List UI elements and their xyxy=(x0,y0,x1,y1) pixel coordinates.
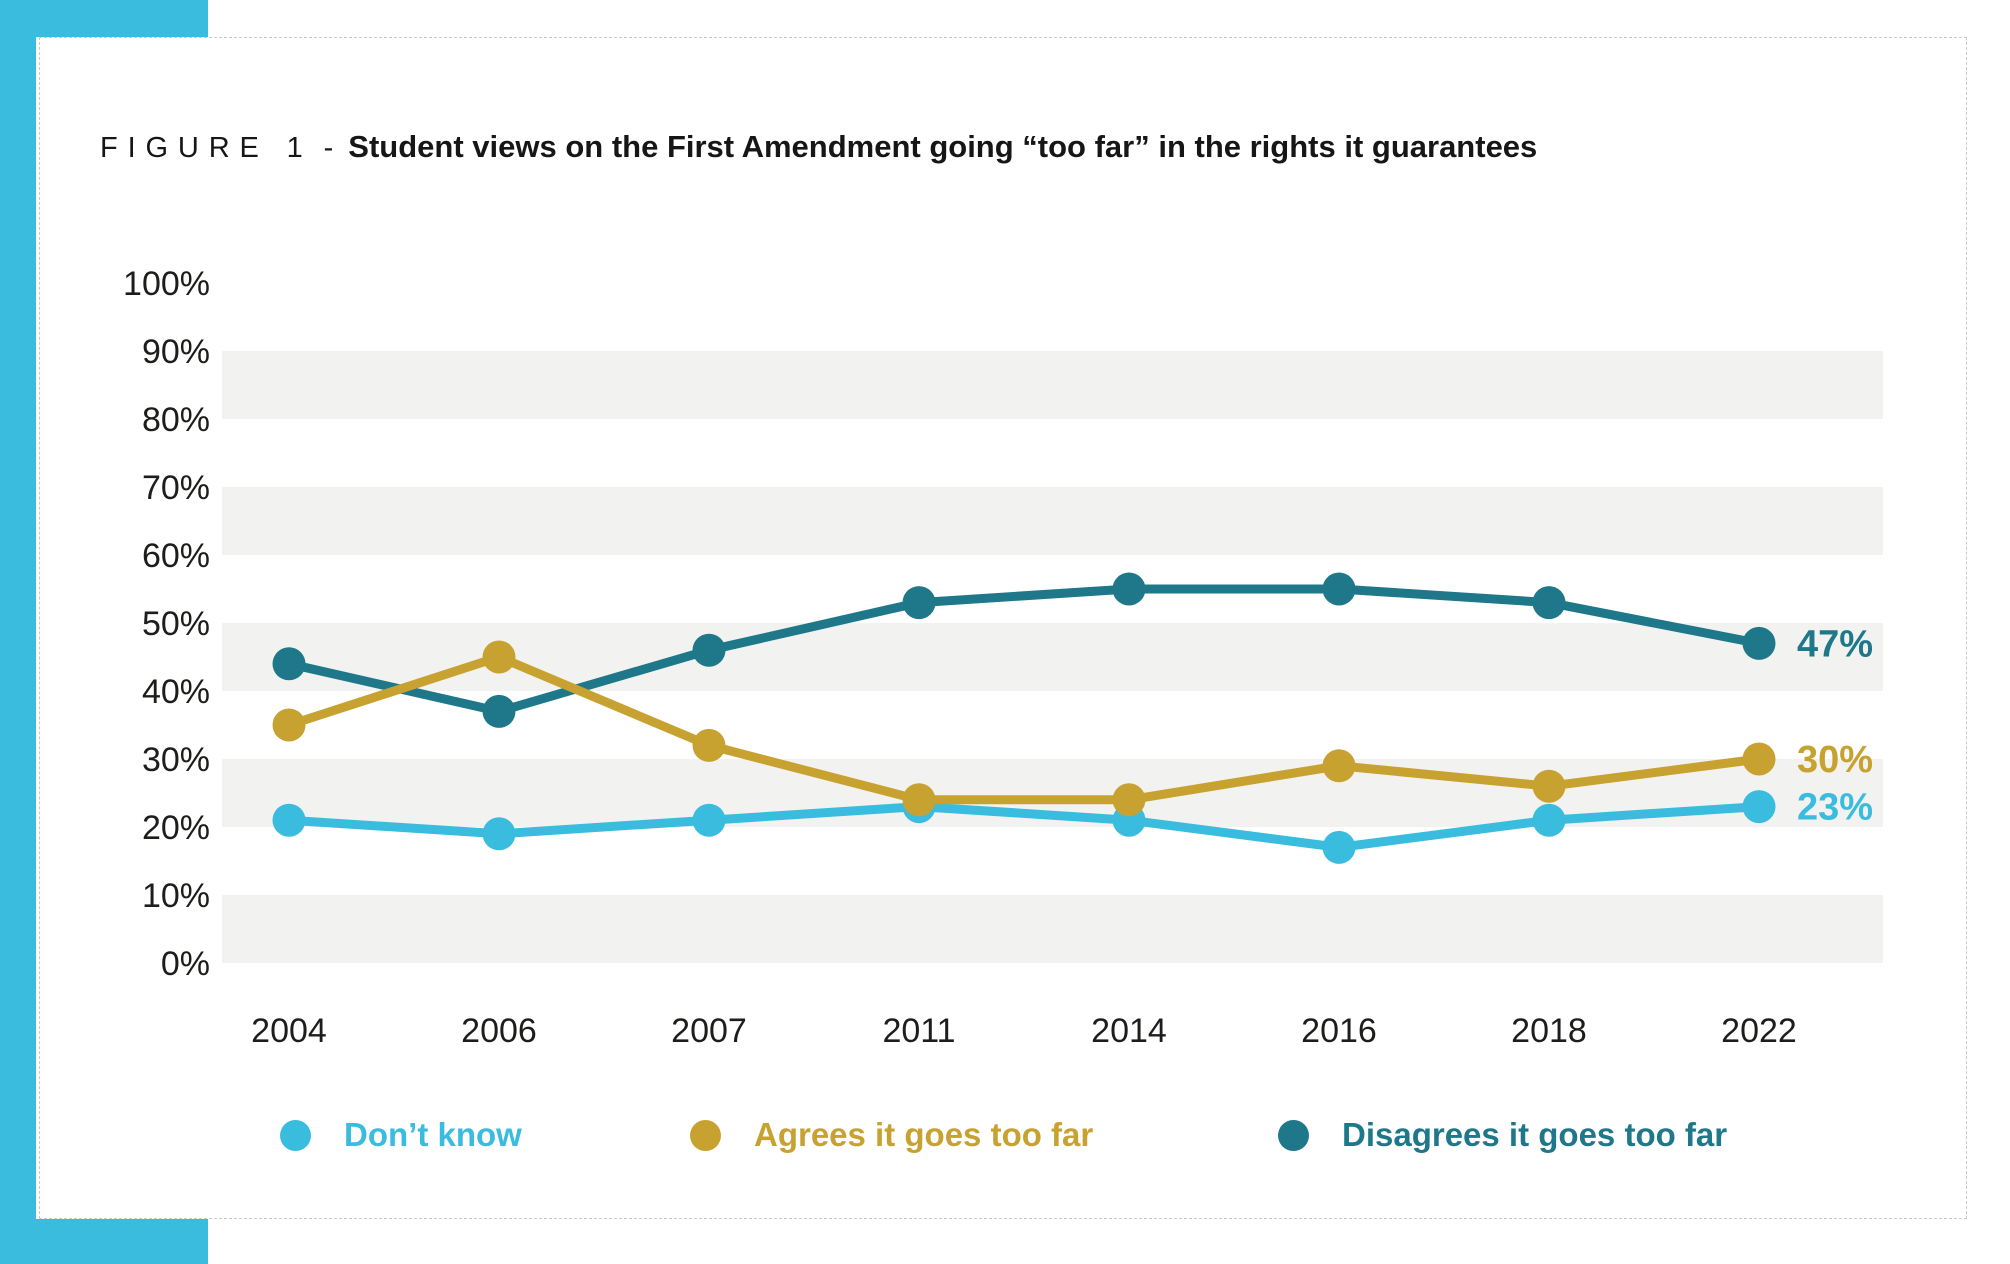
accent-bottom-block xyxy=(0,1219,208,1264)
point-agrees-it-goes-too-far-2018 xyxy=(1532,769,1566,803)
point-agrees-it-goes-too-far-2011 xyxy=(902,783,936,817)
point-disagrees-it-goes-too-far-2016 xyxy=(1322,572,1356,606)
point-don-t-know-2018 xyxy=(1532,803,1566,837)
end-label-agrees-it-goes-too-far: 30% xyxy=(1797,739,1873,781)
point-don-t-know-2022 xyxy=(1742,790,1776,824)
x-axis-label-2022: 2022 xyxy=(1721,1012,1797,1050)
legend-dot-disagrees xyxy=(1278,1119,1309,1151)
figure-label: FIGURE 1 xyxy=(100,132,313,164)
point-don-t-know-2004 xyxy=(272,803,306,837)
y-axis-tick-label-0: 0% xyxy=(161,945,210,983)
figure-heading: Student views on the First Amendment goi… xyxy=(348,129,1538,164)
point-disagrees-it-goes-too-far-2018 xyxy=(1532,586,1566,620)
x-axis-label-2011: 2011 xyxy=(882,1012,955,1050)
point-don-t-know-2016 xyxy=(1322,830,1356,864)
legend-label-dont-know: Don’t know xyxy=(344,1116,522,1153)
grid-band-60-70 xyxy=(222,487,1883,555)
point-don-t-know-2007 xyxy=(692,803,726,837)
point-disagrees-it-goes-too-far-2022 xyxy=(1742,626,1776,660)
y-axis-tick-label-40: 40% xyxy=(142,673,210,711)
figure-title: FIGURE 1 - Student views on the First Am… xyxy=(100,129,1537,165)
point-disagrees-it-goes-too-far-2011 xyxy=(902,586,936,620)
point-disagrees-it-goes-too-far-2004 xyxy=(272,647,306,681)
x-axis-label-2014: 2014 xyxy=(1091,1012,1167,1050)
y-axis-tick-label-70: 70% xyxy=(142,469,210,507)
point-agrees-it-goes-too-far-2007 xyxy=(692,728,726,762)
point-disagrees-it-goes-too-far-2014 xyxy=(1112,572,1146,606)
legend-item-agrees: Agrees it goes too far xyxy=(690,1116,1093,1154)
legend-dot-dont-know xyxy=(280,1119,311,1151)
series-line-agrees-it-goes-too-far xyxy=(287,652,1760,805)
accent-left-bar xyxy=(0,0,36,1264)
x-axis-label-2007: 2007 xyxy=(671,1012,747,1050)
accent-top-block xyxy=(0,0,208,37)
y-axis-tick-label-30: 30% xyxy=(142,741,210,779)
series-line-don-t-know xyxy=(288,802,1760,852)
point-disagrees-it-goes-too-far-2007 xyxy=(692,633,726,667)
y-axis-tick-label-50: 50% xyxy=(142,605,210,643)
point-agrees-it-goes-too-far-2016 xyxy=(1322,749,1356,783)
legend-dot-agrees xyxy=(690,1119,721,1151)
end-label-disagrees-it-goes-too-far: 47% xyxy=(1797,623,1873,665)
grid-band-0-10 xyxy=(222,895,1883,963)
point-agrees-it-goes-too-far-2004 xyxy=(272,708,306,742)
point-don-t-know-2006 xyxy=(482,817,516,851)
series-line-disagrees-it-goes-too-far xyxy=(288,584,1760,716)
y-axis-tick-label-60: 60% xyxy=(142,537,210,575)
y-axis-tick-label-100: 100% xyxy=(123,265,210,303)
legend-label-agrees: Agrees it goes too far xyxy=(754,1116,1094,1153)
x-axis-label-2016: 2016 xyxy=(1301,1012,1377,1050)
end-label-don-t-know: 23% xyxy=(1797,787,1873,829)
legend-item-dont-know: Don’t know xyxy=(280,1116,522,1154)
y-axis-tick-label-10: 10% xyxy=(142,877,210,915)
grid-band-80-90 xyxy=(222,351,1883,419)
legend-label-disagrees: Disagrees it goes too far xyxy=(1342,1116,1728,1153)
point-agrees-it-goes-too-far-2022 xyxy=(1742,742,1776,776)
x-axis-label-2004: 2004 xyxy=(251,1012,327,1050)
x-axis-label-2006: 2006 xyxy=(461,1012,537,1050)
point-agrees-it-goes-too-far-2006 xyxy=(482,640,516,674)
point-agrees-it-goes-too-far-2014 xyxy=(1112,783,1146,817)
legend-item-disagrees: Disagrees it goes too far xyxy=(1278,1116,1727,1154)
x-axis-label-2018: 2018 xyxy=(1511,1012,1587,1050)
grid-band-40-50 xyxy=(222,623,1883,691)
y-axis-tick-label-80: 80% xyxy=(142,401,210,439)
y-axis-tick-label-20: 20% xyxy=(142,809,210,847)
point-disagrees-it-goes-too-far-2006 xyxy=(482,694,516,728)
y-axis-tick-label-90: 90% xyxy=(142,333,210,371)
figure-separator: - xyxy=(323,132,334,164)
